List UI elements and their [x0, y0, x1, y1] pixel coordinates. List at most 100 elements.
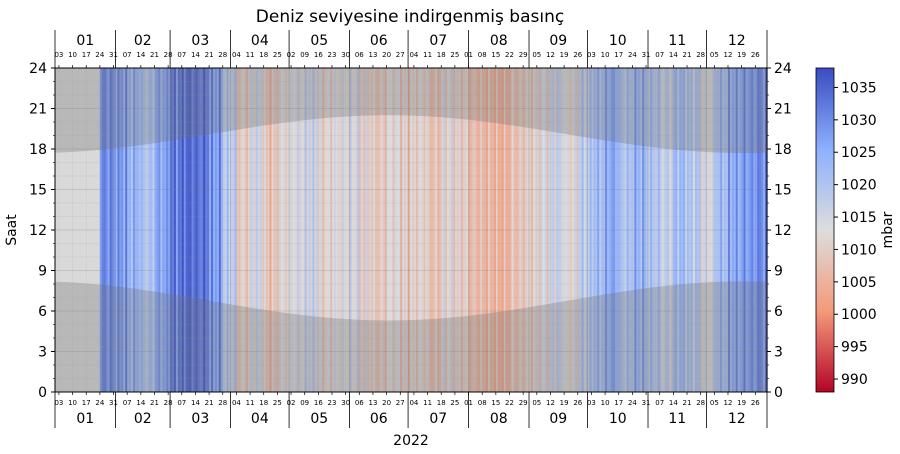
heatmap-column — [743, 68, 747, 392]
week-label-bottom: 28 — [218, 399, 227, 407]
heatmap-column — [201, 68, 204, 392]
heatmap-column — [634, 68, 637, 392]
heatmap-column — [185, 68, 189, 392]
heatmap-column — [92, 68, 95, 392]
heatmap-column — [556, 68, 559, 392]
week-label-top: 17 — [82, 51, 91, 59]
week-label-bottom: 26 — [751, 399, 760, 407]
heatmap-column — [443, 68, 446, 392]
heatmap-column — [86, 68, 89, 392]
week-label-top: 04 — [232, 51, 241, 59]
heatmap-column — [542, 68, 546, 392]
week-label-top: 26 — [751, 51, 760, 59]
heatmap-column — [164, 68, 167, 392]
month-label-bottom: 04 — [251, 411, 269, 427]
heatmap-column — [575, 68, 579, 392]
week-label-top: 14 — [136, 51, 145, 59]
heatmap-column — [480, 68, 483, 392]
week-label-top: 08 — [478, 51, 487, 59]
week-label-bottom: 05 — [710, 399, 719, 407]
week-label-top: 27 — [396, 51, 405, 59]
month-label-top: 10 — [609, 33, 627, 49]
y-tick-label-right: 21 — [774, 102, 792, 118]
night-evening-shade — [55, 68, 767, 154]
week-label-top: 12 — [546, 51, 555, 59]
heatmap-column — [349, 68, 353, 392]
week-label-top: 14 — [669, 51, 678, 59]
week-label-bottom: 23 — [328, 399, 337, 407]
heatmap-column — [511, 68, 515, 392]
heatmap-column — [183, 68, 187, 392]
week-label-top: 07 — [655, 51, 664, 59]
heatmap-column — [550, 68, 554, 392]
heatmap-column — [148, 68, 152, 392]
heatmap-column — [310, 68, 314, 392]
heatmap-column — [593, 68, 596, 392]
heatmap-column — [220, 68, 224, 392]
heatmap-column — [72, 68, 76, 392]
colorbar — [815, 67, 835, 393]
heatmap-column — [125, 68, 128, 392]
heatmap-column — [404, 68, 407, 392]
heatmap-column — [450, 68, 454, 392]
heatmap-column — [761, 68, 764, 392]
colorbar-tick-label: 1015 — [841, 210, 877, 226]
heatmap-column — [82, 68, 85, 392]
heatmap-column — [378, 68, 382, 392]
y-tick-label-left: 12 — [29, 223, 47, 239]
heatmap-column — [384, 68, 388, 392]
heatmap-column — [640, 68, 643, 392]
heatmap-column — [345, 68, 349, 392]
night-morning-shade — [55, 281, 767, 392]
heatmap-column — [250, 68, 253, 392]
heatmap-column — [490, 68, 493, 392]
week-label-top: 05 — [710, 51, 719, 59]
heatmap-column — [218, 68, 222, 392]
heatmap-column — [283, 68, 286, 392]
week-label-bottom: 04 — [232, 399, 241, 407]
heatmap-column — [367, 68, 370, 392]
y-tick-label-left: 15 — [29, 183, 47, 199]
week-label-top: 26 — [573, 51, 582, 59]
heatmap-column — [97, 68, 101, 392]
heatmap-column — [694, 68, 698, 392]
heatmap-column — [425, 68, 429, 392]
heatmap-column — [388, 68, 392, 392]
heatmap-column — [193, 68, 197, 392]
heatmap-column — [727, 68, 731, 392]
heatmap-column — [341, 68, 345, 392]
heatmap-column — [402, 68, 405, 392]
week-label-bottom: 17 — [614, 399, 623, 407]
week-label-bottom: 24 — [95, 399, 104, 407]
week-label-top: 28 — [696, 51, 705, 59]
month-label-bottom: 02 — [134, 411, 152, 427]
heatmap-column — [316, 68, 319, 392]
week-label-bottom: 29 — [519, 399, 528, 407]
y-tick-label-right: 18 — [774, 142, 792, 158]
week-label-top: 24 — [95, 51, 104, 59]
heatmap-column — [314, 68, 317, 392]
heatmap-column — [304, 68, 308, 392]
week-label-top: 28 — [164, 51, 173, 59]
heatmap-column — [411, 68, 415, 392]
heatmap-column — [700, 68, 704, 392]
heatmap-column — [708, 68, 712, 392]
heatmap-column — [507, 68, 511, 392]
week-label-top: 23 — [328, 51, 337, 59]
heatmap-column — [308, 68, 312, 392]
week-label-top: 17 — [614, 51, 623, 59]
heatmap-column — [581, 68, 585, 392]
heatmap-column — [532, 68, 536, 392]
heatmap-column — [142, 68, 146, 392]
week-label-top: 25 — [273, 51, 282, 59]
heatmap-column — [476, 68, 479, 392]
grid-lines — [55, 68, 767, 392]
heatmap-column — [659, 68, 663, 392]
heatmap-column — [324, 68, 327, 392]
heatmap-column — [515, 68, 518, 392]
week-label-top: 15 — [491, 51, 500, 59]
heatmap-column — [696, 68, 700, 392]
heatmap-column — [495, 68, 499, 392]
heatmap-column — [571, 68, 575, 392]
